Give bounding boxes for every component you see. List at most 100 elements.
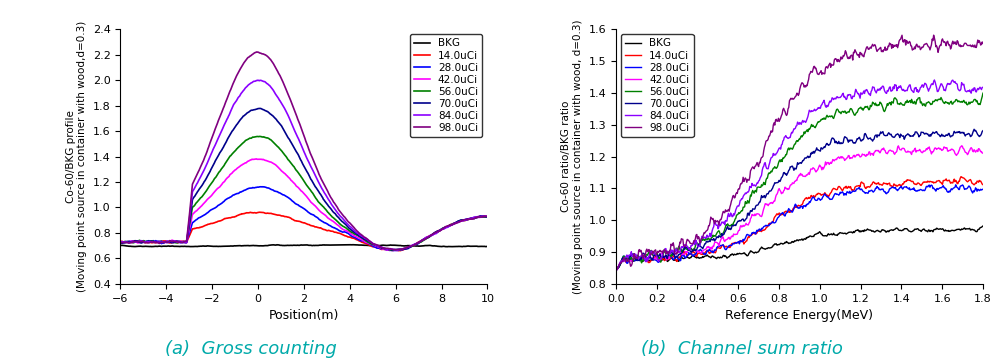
Line: BKG: BKG <box>120 245 487 247</box>
98.0uCi <box>785 96 797 100</box>
28.0uCi <box>255 185 267 189</box>
28.0uCi <box>968 188 980 193</box>
56.0uCi <box>829 112 841 116</box>
14.0uCi <box>910 182 922 187</box>
98.0uCi <box>969 45 981 50</box>
84.0uCi <box>292 135 304 139</box>
70.0uCi <box>290 148 302 153</box>
98.0uCi <box>114 240 126 245</box>
70.0uCi <box>786 164 798 169</box>
14.0uCi <box>394 248 406 253</box>
70.0uCi <box>416 238 428 242</box>
70.0uCi <box>474 214 486 218</box>
70.0uCi <box>784 165 796 169</box>
42.0uCi <box>787 181 799 185</box>
28.0uCi <box>114 241 126 245</box>
BKG <box>828 233 840 237</box>
Line: 28.0uCi: 28.0uCi <box>615 185 982 270</box>
BKG <box>784 241 796 245</box>
98.0uCi <box>388 248 400 252</box>
56.0uCi <box>386 248 398 253</box>
42.0uCi <box>314 209 326 213</box>
42.0uCi <box>334 225 346 229</box>
56.0uCi <box>474 215 486 219</box>
Line: 14.0uCi: 14.0uCi <box>615 177 982 270</box>
BKG <box>910 227 922 231</box>
84.0uCi <box>609 269 621 273</box>
28.0uCi <box>910 189 922 193</box>
14.0uCi <box>314 226 326 230</box>
Line: 84.0uCi: 84.0uCi <box>615 80 982 271</box>
BKG <box>808 233 820 237</box>
84.0uCi <box>314 182 326 187</box>
Text: (b)  Channel sum ratio: (b) Channel sum ratio <box>640 340 843 359</box>
Line: 56.0uCi: 56.0uCi <box>615 93 982 269</box>
Line: 98.0uCi: 98.0uCi <box>120 52 487 250</box>
84.0uCi <box>784 135 796 140</box>
14.0uCi <box>786 209 798 213</box>
14.0uCi <box>481 214 493 218</box>
BKG <box>786 240 798 244</box>
56.0uCi <box>785 146 797 151</box>
56.0uCi <box>609 266 621 270</box>
56.0uCi <box>481 215 493 219</box>
70.0uCi <box>292 151 304 156</box>
98.0uCi <box>609 268 621 272</box>
28.0uCi <box>334 229 346 233</box>
56.0uCi <box>254 134 266 139</box>
84.0uCi <box>786 131 798 135</box>
BKG <box>333 243 345 247</box>
BKG <box>474 244 486 249</box>
28.0uCi <box>292 202 304 207</box>
42.0uCi <box>250 157 263 161</box>
56.0uCi <box>968 97 980 102</box>
98.0uCi <box>610 268 622 272</box>
98.0uCi <box>334 209 346 213</box>
14.0uCi <box>416 238 428 242</box>
84.0uCi <box>968 86 980 90</box>
BKG <box>289 243 301 248</box>
28.0uCi <box>949 183 961 187</box>
28.0uCi <box>387 248 399 253</box>
14.0uCi <box>976 182 988 187</box>
84.0uCi <box>114 240 126 244</box>
56.0uCi <box>787 146 799 150</box>
98.0uCi <box>314 174 326 178</box>
28.0uCi <box>481 214 493 218</box>
84.0uCi <box>928 78 940 82</box>
56.0uCi <box>334 222 346 226</box>
Line: 56.0uCi: 56.0uCi <box>120 136 487 250</box>
Line: 14.0uCi: 14.0uCi <box>120 212 487 250</box>
28.0uCi <box>416 238 428 242</box>
28.0uCi <box>976 187 988 191</box>
56.0uCi <box>416 238 428 243</box>
42.0uCi <box>955 144 967 148</box>
42.0uCi <box>481 215 493 219</box>
X-axis label: Position(m): Position(m) <box>269 309 339 322</box>
98.0uCi <box>927 33 939 37</box>
14.0uCi <box>784 210 796 214</box>
42.0uCi <box>976 151 988 155</box>
56.0uCi <box>610 266 622 271</box>
BKG <box>114 243 126 248</box>
56.0uCi <box>809 126 821 130</box>
42.0uCi <box>114 240 126 245</box>
14.0uCi <box>114 239 126 244</box>
70.0uCi <box>609 267 621 272</box>
Text: (a)  Gross counting: (a) Gross counting <box>164 340 337 359</box>
42.0uCi <box>416 238 428 242</box>
28.0uCi <box>609 268 621 273</box>
70.0uCi <box>828 138 840 142</box>
98.0uCi <box>829 57 841 61</box>
42.0uCi <box>911 149 923 153</box>
98.0uCi <box>416 238 428 242</box>
28.0uCi <box>828 193 840 197</box>
Line: 42.0uCi: 42.0uCi <box>120 159 487 250</box>
Legend: BKG, 14.0uCi, 28.0uCi, 42.0uCi, 56.0uCi, 70.0uCi, 84.0uCi, 98.0uCi: BKG, 14.0uCi, 28.0uCi, 42.0uCi, 56.0uCi,… <box>620 34 692 137</box>
98.0uCi <box>809 66 821 71</box>
70.0uCi <box>254 106 266 111</box>
56.0uCi <box>976 91 988 95</box>
42.0uCi <box>290 183 302 187</box>
84.0uCi <box>808 107 820 111</box>
BKG <box>416 244 428 248</box>
